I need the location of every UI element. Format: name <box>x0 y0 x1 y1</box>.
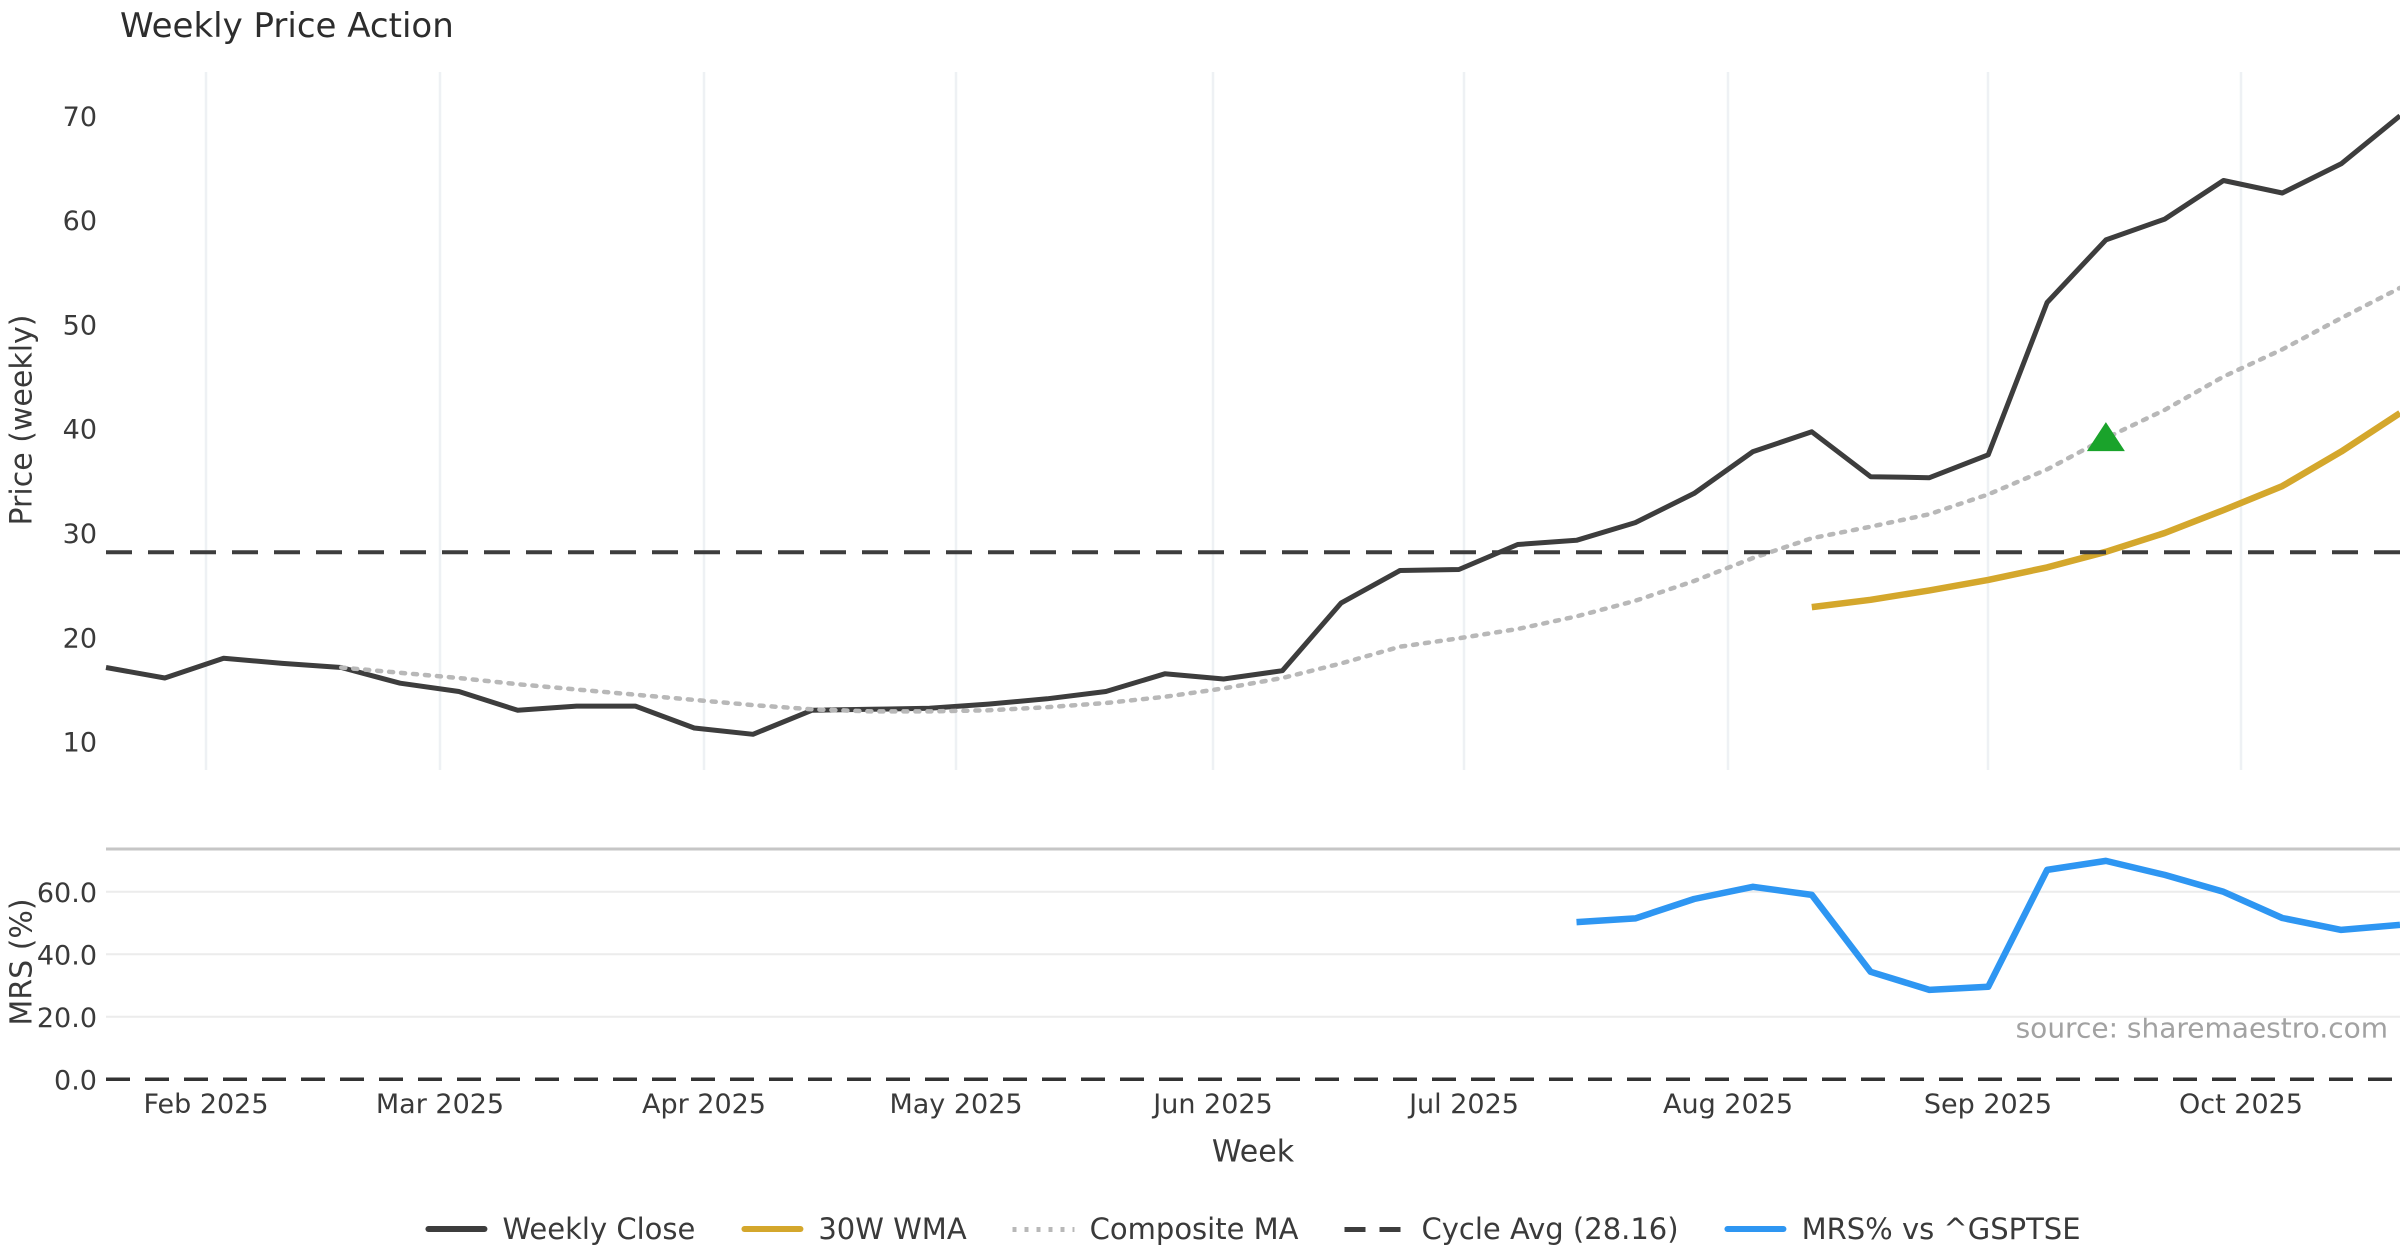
mrs-y-tick-label: 0.0 <box>54 1065 97 1096</box>
price-y-tick-label: 10 <box>63 728 97 759</box>
chart-legend: Weekly Close 30W WMA Composite MA Cycle Avg… <box>425 1212 2081 1246</box>
weekly-close-line <box>105 113 2400 737</box>
mrs-y-tick-label: 60.0 <box>37 878 97 909</box>
legend-item-cycle-avg-28-16: Cycle Avg (28.16) <box>1344 1212 1679 1246</box>
price-y-tick-label: 60 <box>63 206 97 237</box>
x-tick-label: Apr 2025 <box>642 1089 766 1120</box>
legend-swatch-dotted <box>1012 1226 1075 1232</box>
legend-label: Composite MA <box>1089 1212 1299 1246</box>
legend-swatch-solid <box>741 1226 804 1232</box>
price-y-tick-label: 50 <box>63 310 97 341</box>
legend-item-weekly-close: Weekly Close <box>425 1212 695 1246</box>
legend-swatch-solid <box>425 1226 488 1232</box>
price-y-tick-label: 20 <box>63 623 97 654</box>
legend-item-mrs-vs-gsptse: MRS% vs ^GSPTSE <box>1724 1212 2081 1246</box>
x-tick-label: Jun 2025 <box>1151 1089 1272 1120</box>
price-y-tick-label: 30 <box>63 519 97 550</box>
mrs-y-tick-label: 20.0 <box>37 1003 97 1034</box>
price-y-tick-label: 70 <box>63 102 97 133</box>
x-tick-label: Aug 2025 <box>1663 1089 1793 1120</box>
x-tick-label: Oct 2025 <box>2179 1089 2303 1120</box>
legend-item-30w-wma: 30W WMA <box>741 1212 967 1246</box>
legend-swatch-solid <box>1724 1226 1787 1232</box>
legend-label: Weekly Close <box>502 1212 696 1246</box>
mrs-y-tick-label: 40.0 <box>37 940 97 971</box>
x-tick-label: Jul 2025 <box>1407 1089 1519 1120</box>
x-tick-label: May 2025 <box>889 1089 1022 1120</box>
x-tick-label: Sep 2025 <box>1924 1089 2052 1120</box>
chart-title: Weekly Price Action <box>120 6 454 46</box>
x-tick-label: Feb 2025 <box>143 1089 268 1120</box>
mrs-vs-gsptse-line <box>1576 857 2400 994</box>
x-tick-label: Mar 2025 <box>376 1089 504 1120</box>
price-y-tick-label: 40 <box>63 415 97 446</box>
buy-signal-triangle-marker <box>2086 422 2125 452</box>
legend-label: 30W WMA <box>818 1212 967 1246</box>
legend-swatch-dashed <box>1344 1226 1407 1232</box>
legend-label: Cycle Avg (28.16) <box>1421 1212 1679 1246</box>
composite-ma-line <box>339 285 2400 714</box>
legend-item-composite-ma: Composite MA <box>1012 1212 1299 1246</box>
legend-label: MRS% vs ^GSPTSE <box>1801 1212 2081 1246</box>
x-axis-label: Week <box>1211 1134 1295 1170</box>
